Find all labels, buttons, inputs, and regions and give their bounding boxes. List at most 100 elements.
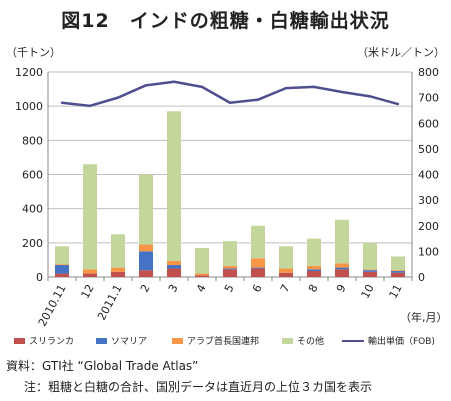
bar-uae <box>251 258 265 268</box>
bar-srilanka <box>55 273 69 277</box>
y-left-tick-label: 200 <box>22 237 43 250</box>
y-right-tick-label: 100 <box>418 245 439 258</box>
right-axis-unit: （米ドル／トン） <box>357 46 445 59</box>
bar-uae <box>139 244 153 252</box>
bar-srilanka <box>363 271 377 277</box>
y-right-tick-label: 600 <box>418 117 439 130</box>
bar-uae <box>279 268 293 273</box>
x-tick-label: 2011.1 <box>95 282 125 322</box>
bar-other <box>55 246 69 265</box>
legend-swatch-uae <box>172 337 183 344</box>
bar-srilanka <box>307 271 321 277</box>
bar-srilanka <box>195 275 209 277</box>
bar-somalia <box>335 267 349 270</box>
legend-label-somalia: ソマリア <box>111 337 148 347</box>
x-tick-label: 10 <box>359 282 377 300</box>
price-point <box>172 80 176 83</box>
chart-legend: スリランカ ソマリア アラブ首長国連邦 その他 輸出単価（FOB) <box>14 334 444 348</box>
legend-label-other: その他 <box>297 337 325 347</box>
bar-srilanka <box>167 268 181 277</box>
legend-label-uae: アラブ首長国連邦 <box>187 337 260 347</box>
bar-somalia <box>363 270 377 272</box>
bar-srilanka <box>335 269 349 277</box>
bar-other <box>279 246 293 269</box>
bar-other <box>195 247 209 274</box>
y-left-tick-label: 800 <box>22 134 43 147</box>
bar-other <box>335 219 349 264</box>
y-left-tick-label: 600 <box>22 169 43 182</box>
price-point <box>144 84 148 87</box>
bar-somalia <box>223 268 237 270</box>
bar-other <box>391 256 405 271</box>
bar-other <box>139 174 153 245</box>
legend-swatch-srilanka <box>14 337 25 344</box>
y-right-tick-label: 200 <box>418 220 439 233</box>
legend-item-other: その他 <box>282 334 324 347</box>
x-tick-label: 6 <box>250 282 265 294</box>
bar-somalia <box>251 267 265 269</box>
price-point <box>284 86 288 90</box>
x-tick-label: 5 <box>222 282 237 294</box>
bar-uae <box>83 269 97 274</box>
x-tick-label: 3 <box>166 282 181 294</box>
left-axis-unit: （千トン） <box>6 46 61 59</box>
price-point <box>368 95 372 98</box>
price-point <box>312 85 316 89</box>
x-tick-label: 8 <box>306 282 321 294</box>
x-tick-label: 7 <box>278 282 293 294</box>
price-point <box>256 98 260 101</box>
y-right-tick-label: 0 <box>418 271 425 284</box>
legend-item-somalia: ソマリア <box>96 334 147 347</box>
y-left-tick-label: 1200 <box>15 66 43 79</box>
price-point <box>396 102 400 106</box>
y-right-tick-label: 800 <box>418 66 439 79</box>
bar-uae <box>111 267 125 272</box>
bar-uae <box>391 270 405 272</box>
price-point <box>60 101 64 104</box>
source-text: 資料：GTI社 “Global Trade Atlas” <box>6 359 199 373</box>
y-left-tick-label: 0 <box>36 271 43 284</box>
legend-item-srilanka: スリランカ <box>14 334 74 347</box>
bar-srilanka <box>139 270 153 277</box>
bar-uae <box>307 265 321 270</box>
price-point <box>228 101 232 104</box>
bar-somalia <box>55 265 69 274</box>
x-tick-label: 9 <box>334 282 349 294</box>
price-point <box>340 90 344 94</box>
chart-title: 図12 インドの粗糖・白糖輸出状況 <box>61 10 390 32</box>
chart-canvas: 0 200 400 600 800 1000 1200 0 100 200 300 400 500 600… <box>15 66 439 329</box>
y-right-tick-label: 400 <box>418 169 439 182</box>
bar-uae <box>55 264 69 266</box>
price-point <box>88 104 92 108</box>
y-left-tick-label: 1000 <box>15 100 43 113</box>
y-right-tick-label: 700 <box>418 92 439 105</box>
price-point <box>200 85 204 89</box>
legend-label-price: 輸出単価（FOB) <box>368 337 435 347</box>
legend-item-price: 輸出単価（FOB) <box>342 334 435 347</box>
bar-srilanka <box>251 268 265 277</box>
bar-other <box>251 225 265 259</box>
bar-other <box>83 164 97 270</box>
x-axis-unit: （年,月） <box>400 311 448 324</box>
bar-uae <box>335 263 349 268</box>
bar-srilanka <box>391 272 405 277</box>
bar-somalia <box>167 265 181 269</box>
legend-item-uae: アラブ首長国連邦 <box>172 334 259 347</box>
legend-label-srilanka: スリランカ <box>29 337 75 347</box>
bar-other <box>111 234 125 268</box>
bar-srilanka <box>83 273 97 277</box>
x-tick-label: 4 <box>194 282 209 294</box>
x-tick-label: 2010.11 <box>36 282 69 328</box>
legend-swatch-price <box>342 339 364 342</box>
legend-swatch-somalia <box>96 337 107 344</box>
bar-srilanka <box>223 269 237 277</box>
bar-other <box>307 238 321 266</box>
x-tick-label: 12 <box>79 282 97 300</box>
bar-uae <box>223 265 237 269</box>
note-text: 注：粗糖と白糖の合計、国別データは直近月の上位３カ国を表示 <box>24 380 373 394</box>
y-left-tick-label: 400 <box>22 203 43 216</box>
y-right-tick-label: 500 <box>418 143 439 156</box>
bar-somalia <box>391 271 405 273</box>
bar-uae <box>195 273 209 276</box>
x-tick-label: 11 <box>387 282 405 300</box>
